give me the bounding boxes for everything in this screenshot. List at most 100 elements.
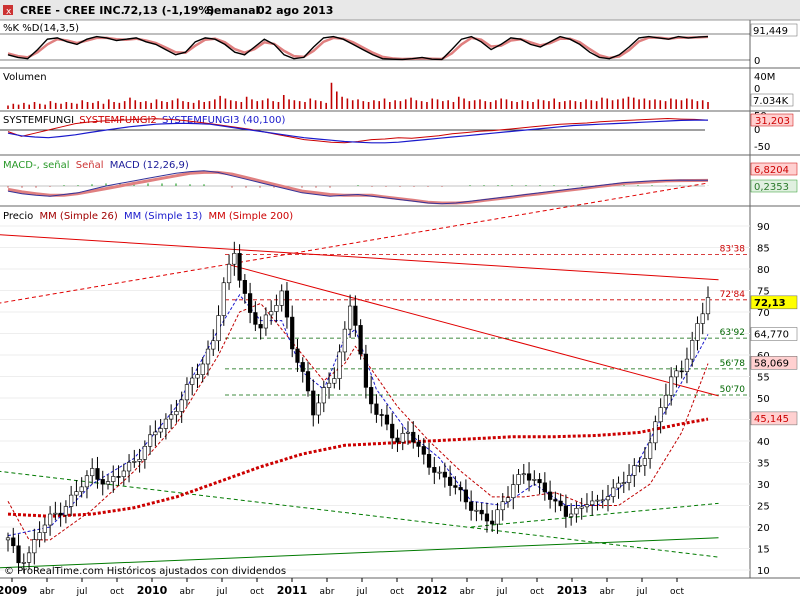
candle-body bbox=[674, 370, 679, 378]
sysfun-tick-0: 0 bbox=[754, 125, 760, 136]
candle-body bbox=[458, 487, 463, 491]
candle-body bbox=[621, 482, 626, 484]
candle-body bbox=[126, 462, 132, 472]
candle-body bbox=[184, 384, 190, 401]
candle-body bbox=[484, 513, 490, 522]
y-tick-label: 80 bbox=[757, 265, 770, 276]
price-title-c: MM (Simple 13) bbox=[124, 211, 202, 222]
macd-value-box-2 bbox=[750, 179, 798, 193]
y-tick-label: 35 bbox=[757, 459, 770, 470]
candle-body bbox=[132, 461, 137, 463]
candle-body bbox=[205, 348, 211, 365]
ma26-value-label: 58,069 bbox=[754, 358, 789, 369]
candle-body bbox=[263, 314, 268, 329]
candle-body bbox=[69, 494, 74, 507]
x-tick-label: abr bbox=[600, 587, 615, 597]
candle-body bbox=[21, 562, 26, 564]
candle-body bbox=[679, 370, 684, 373]
candle-body bbox=[421, 446, 426, 455]
candle-body bbox=[705, 297, 711, 315]
trendline bbox=[228, 264, 719, 397]
fib-level-label: 50'70 bbox=[720, 385, 746, 395]
trendline bbox=[0, 470, 719, 558]
symbol-title: CREE - CREE INC. bbox=[20, 4, 125, 17]
stoch-k-line bbox=[7, 35, 709, 61]
candle-body bbox=[505, 497, 511, 503]
candle-body bbox=[690, 340, 695, 360]
candle-body bbox=[337, 351, 342, 379]
candle-body bbox=[258, 324, 263, 329]
y-tick-label: 75 bbox=[757, 287, 770, 298]
date-label: 02 ago 2013 bbox=[257, 4, 333, 17]
candle-body bbox=[384, 414, 390, 425]
candle-body bbox=[100, 479, 105, 485]
candle-body bbox=[242, 280, 247, 294]
x-tick-label: abr bbox=[460, 587, 475, 597]
candle-body bbox=[321, 387, 326, 404]
candle-body bbox=[84, 475, 90, 488]
sysfun-title-c: SYSTEMFUNGI3 (40,100) bbox=[162, 115, 286, 126]
sysfun-blue-line bbox=[7, 119, 708, 144]
candle-body bbox=[169, 414, 174, 420]
candle-body bbox=[300, 362, 305, 372]
candle-body bbox=[248, 293, 253, 313]
candle-body bbox=[221, 282, 226, 316]
x-tick-label: jul bbox=[76, 587, 88, 597]
sysfun-title-a: SYSTEMFUNGI bbox=[3, 115, 74, 126]
candle-body bbox=[74, 491, 79, 496]
candle-body bbox=[148, 434, 153, 447]
x-tick-label: oct bbox=[670, 587, 684, 597]
candle-body bbox=[411, 431, 416, 443]
candle-body bbox=[663, 394, 668, 408]
x-tick-label: jul bbox=[216, 587, 228, 597]
ma200-line bbox=[7, 417, 709, 518]
x-tick-label: oct bbox=[250, 587, 264, 597]
trendline bbox=[0, 182, 709, 304]
sysfun-title: SYSTEMFUNGI SYSTEMFUNGI2 SYSTEMFUNGI3 (4… bbox=[3, 115, 286, 126]
stoch-title: %K %D(14,3,5) bbox=[3, 23, 79, 34]
candle-body bbox=[311, 390, 316, 416]
y-tick-label: 10 bbox=[757, 566, 770, 577]
candle-body bbox=[637, 464, 642, 467]
candle-body bbox=[695, 323, 700, 341]
volume-value: 7.034K bbox=[753, 96, 789, 107]
candle-body bbox=[600, 499, 605, 502]
candle-body bbox=[395, 437, 400, 443]
candle-body bbox=[469, 501, 474, 511]
candle-body bbox=[526, 473, 532, 481]
y-tick-label: 25 bbox=[757, 502, 770, 513]
candle-body bbox=[237, 253, 242, 281]
candle-body bbox=[595, 499, 600, 502]
price-title-a: Precio bbox=[3, 211, 33, 222]
x-tick-label: jul bbox=[636, 587, 648, 597]
y-tick-label: 90 bbox=[757, 222, 770, 233]
fib-level-label: 56'78 bbox=[720, 359, 746, 369]
x-tick-label: oct bbox=[390, 587, 404, 597]
candle-body bbox=[58, 512, 63, 516]
ma13-value-label-box bbox=[750, 327, 798, 341]
candle-body bbox=[216, 315, 221, 342]
ma200-value-label: 45,145 bbox=[754, 414, 789, 425]
sysfun-value-box bbox=[750, 113, 794, 127]
candle-body bbox=[274, 305, 279, 312]
candle-body bbox=[500, 501, 505, 511]
candle-body bbox=[190, 377, 195, 385]
candle-body bbox=[390, 423, 395, 439]
volume-bars bbox=[7, 82, 709, 109]
candle-body bbox=[532, 479, 537, 481]
candle-body bbox=[590, 500, 595, 506]
close-icon[interactable] bbox=[3, 5, 13, 15]
candle-body bbox=[453, 485, 458, 488]
volume-tick-0: 0 bbox=[754, 84, 760, 95]
sysfun-red-line bbox=[7, 117, 709, 144]
candle-body bbox=[174, 411, 179, 416]
sysfun-tick-minus50: -50 bbox=[754, 142, 770, 153]
candle-body bbox=[332, 378, 337, 384]
candle-body bbox=[316, 402, 321, 416]
trendline bbox=[0, 234, 719, 281]
candle-body bbox=[105, 481, 111, 485]
systemfungi-lines bbox=[0, 117, 709, 144]
price-candles bbox=[5, 241, 711, 574]
macd-signal-line bbox=[7, 170, 709, 205]
candle-body bbox=[442, 471, 447, 478]
